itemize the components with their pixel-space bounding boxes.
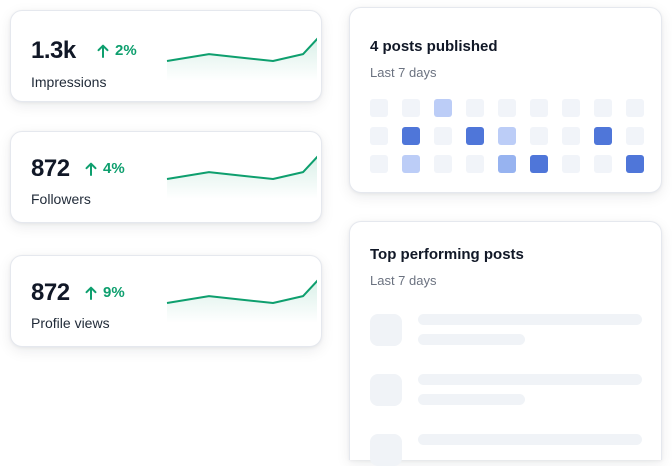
sparkline-line — [166, 279, 317, 304]
sparkline-area — [167, 157, 317, 199]
heatmap-cell[interactable] — [562, 127, 580, 145]
post-thumbnail-placeholder — [370, 314, 402, 346]
card-subtitle: Last 7 days — [370, 65, 437, 80]
stat-change-value: 2% — [115, 42, 137, 59]
heatmap-cell[interactable] — [594, 155, 612, 173]
heatmap-cell[interactable] — [562, 155, 580, 173]
card-subtitle: Last 7 days — [370, 273, 437, 288]
sparkline-chart — [166, 155, 317, 199]
heatmap-cell[interactable] — [498, 99, 516, 117]
heatmap-cell[interactable] — [370, 99, 388, 117]
card-title: 4 posts published — [370, 38, 498, 55]
heatmap-cell[interactable] — [594, 99, 612, 117]
heatmap-cell[interactable] — [434, 155, 452, 173]
post-title-placeholder — [418, 314, 642, 325]
heatmap-cell[interactable] — [370, 155, 388, 173]
sparkline-chart — [166, 37, 317, 81]
stat-change-value: 9% — [103, 284, 125, 301]
heatmap-cell[interactable] — [530, 99, 548, 117]
stat-change-value: 4% — [103, 160, 125, 177]
arrow-up-icon — [85, 286, 97, 300]
stat-value: 872 — [31, 155, 70, 182]
post-meta-placeholder — [418, 334, 525, 345]
heatmap-cell[interactable] — [498, 155, 516, 173]
post-title-placeholder — [418, 374, 642, 385]
stat-card-impressions[interactable]: 1.3k 2% Impressions — [10, 10, 322, 102]
arrow-up-icon — [85, 162, 97, 176]
sparkline-line — [166, 155, 317, 180]
stat-label: Profile views — [31, 315, 110, 331]
heatmap-cell[interactable] — [626, 155, 644, 173]
stat-card-profile-views[interactable]: 872 9% Profile views — [10, 255, 322, 347]
post-thumbnail-placeholder — [370, 374, 402, 406]
heatmap-cell[interactable] — [466, 99, 484, 117]
heatmap-cell[interactable] — [626, 127, 644, 145]
heatmap-cell[interactable] — [466, 127, 484, 145]
sparkline-area — [167, 281, 317, 323]
heatmap-cell[interactable] — [402, 155, 420, 173]
top-posts-card[interactable]: Top performing posts Last 7 days — [349, 221, 662, 466]
stat-change: 4% — [85, 160, 125, 177]
heatmap-cell[interactable] — [626, 99, 644, 117]
stat-change: 9% — [85, 284, 125, 301]
post-title-placeholder — [418, 434, 642, 445]
sparkline-line — [166, 37, 317, 62]
post-thumbnail-placeholder — [370, 434, 402, 466]
stat-label: Followers — [31, 191, 91, 207]
stat-change: 2% — [97, 42, 137, 59]
arrow-up-icon — [97, 44, 109, 58]
post-meta-placeholder — [418, 394, 525, 405]
heatmap-cell[interactable] — [370, 127, 388, 145]
heatmap-cell[interactable] — [530, 127, 548, 145]
sparkline-chart — [166, 279, 317, 323]
posts-published-card[interactable]: 4 posts published Last 7 days — [349, 7, 662, 193]
card-title: Top performing posts — [370, 246, 524, 263]
stat-card-followers[interactable]: 872 4% Followers — [10, 131, 322, 223]
heatmap-cell[interactable] — [434, 99, 452, 117]
stat-label: Impressions — [31, 74, 107, 90]
stat-value: 1.3k — [31, 37, 76, 64]
heatmap-cell[interactable] — [498, 127, 516, 145]
stat-value: 872 — [31, 279, 70, 306]
sparkline-area — [167, 39, 317, 81]
heatmap-cell[interactable] — [434, 127, 452, 145]
heatmap-cell[interactable] — [402, 127, 420, 145]
heatmap-cell[interactable] — [530, 155, 548, 173]
heatmap-cell[interactable] — [402, 99, 420, 117]
heatmap-cell[interactable] — [594, 127, 612, 145]
heatmap-cell[interactable] — [562, 99, 580, 117]
heatmap-cell[interactable] — [466, 155, 484, 173]
